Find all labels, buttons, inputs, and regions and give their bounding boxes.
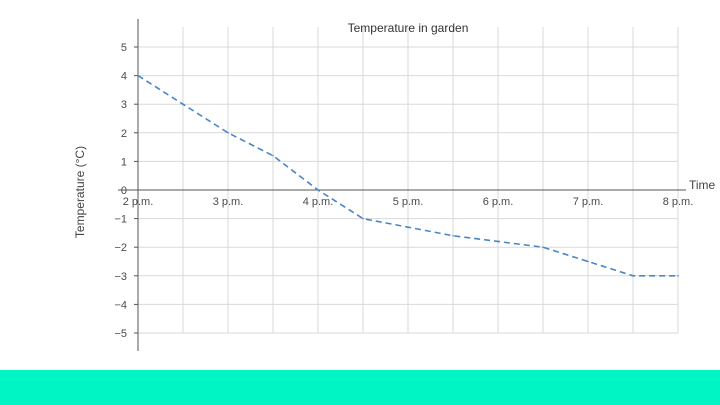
data-point	[542, 246, 544, 248]
y-tick-label: 0	[121, 185, 127, 197]
data-point	[227, 132, 229, 134]
chart-series	[137, 74, 679, 277]
data-point	[632, 275, 634, 277]
chart: 5 4 3 2 1 0 −1 −2 −3 −4 −5 2 p.m. 3 p.m. 4 p.m. 5 p.m.…	[73, 19, 716, 351]
y-tick-label: 1	[121, 156, 127, 168]
data-point	[407, 226, 409, 228]
x-tick-label: 6 p.m.	[483, 196, 514, 208]
y-tick-label: −5	[114, 328, 127, 340]
y-tick-label: −4	[114, 299, 127, 311]
data-point	[677, 275, 679, 277]
y-tick-label: −1	[114, 214, 127, 226]
data-point	[362, 217, 364, 220]
data-point	[182, 103, 184, 105]
data-point	[317, 189, 319, 191]
y-tick-label: 4	[121, 71, 127, 83]
y-axis-label: Temperature (°C)	[73, 146, 87, 238]
y-tick-label: 3	[121, 99, 127, 111]
data-point	[272, 154, 274, 157]
x-tick-label: 4 p.m.	[303, 196, 334, 208]
x-axis-label: Time	[689, 178, 716, 192]
data-point	[587, 260, 589, 263]
y-tick-label: 2	[121, 128, 127, 140]
x-tick-label: 5 p.m.	[393, 196, 424, 208]
data-point	[497, 240, 499, 243]
data-point	[137, 74, 139, 77]
y-tick-label: −2	[114, 242, 127, 254]
data-point	[452, 234, 454, 237]
y-tick-label: −3	[114, 271, 127, 283]
chart-title: Temperature in garden	[348, 21, 469, 35]
x-tick-label: 3 p.m.	[213, 196, 244, 208]
chart-ticks: 5 4 3 2 1 0 −1 −2 −3 −4 −5 2 p.m. 3 p.m. 4 p.m. 5 p.m.…	[114, 42, 693, 340]
x-tick-label: 7 p.m.	[573, 196, 604, 208]
bottom-band	[0, 370, 720, 405]
y-tick-label: 5	[121, 42, 127, 54]
chart-axes	[118, 19, 686, 351]
x-tick-label: 2 p.m.	[123, 196, 154, 208]
x-tick-label: 8 p.m.	[663, 196, 694, 208]
chart-grid	[137, 27, 679, 334]
